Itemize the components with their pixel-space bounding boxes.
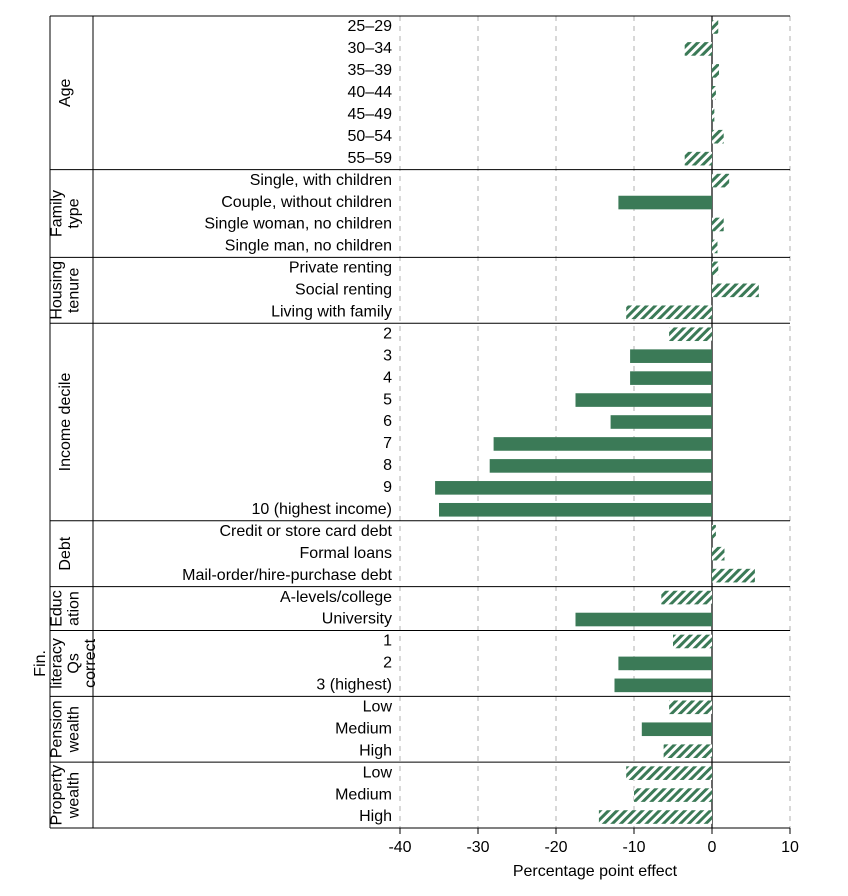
bar (712, 130, 724, 144)
group-label: Pensionwealth (49, 700, 83, 758)
row-label: 10 (highest income) (251, 501, 392, 518)
group-label: Debt (57, 536, 74, 570)
row-label: 50–54 (348, 128, 393, 145)
row-label: Credit or store card debt (219, 523, 392, 540)
bar (712, 284, 759, 298)
group-label: Housingtenure (49, 261, 83, 320)
bar (712, 262, 718, 276)
row-label: 30–34 (348, 40, 393, 57)
bar (685, 42, 712, 56)
bar (669, 327, 712, 341)
row-label: Private renting (289, 260, 392, 277)
bar (712, 547, 724, 561)
row-label: Mail-order/hire-purchase debt (182, 567, 392, 584)
row-label: 9 (383, 479, 392, 496)
bar (599, 810, 712, 824)
bar (630, 371, 712, 385)
bar (673, 635, 712, 649)
bar (712, 108, 714, 122)
row-label: Medium (335, 720, 392, 737)
bar (611, 415, 712, 429)
row-label: Low (363, 699, 393, 716)
bar (634, 788, 712, 802)
row-label: Single woman, no children (204, 216, 392, 233)
row-label: A-levels/college (280, 589, 392, 606)
row-label: Couple, without children (221, 194, 392, 211)
bar (615, 679, 713, 693)
bar (669, 700, 712, 714)
x-axis-label: Percentage point effect (513, 863, 678, 880)
bar (685, 152, 712, 166)
row-label: 3 (383, 347, 392, 364)
bar (490, 459, 712, 473)
x-tick-label: -30 (466, 839, 489, 856)
row-label: 1 (383, 633, 392, 650)
row-label: Formal loans (300, 545, 392, 562)
row-label: 55–59 (348, 150, 393, 167)
bar (626, 766, 712, 780)
row-label: 35–39 (348, 62, 393, 79)
row-label: 4 (383, 369, 392, 386)
row-label: Single man, no children (225, 238, 392, 255)
row-label: 8 (383, 457, 392, 474)
bar (712, 569, 755, 583)
row-label: Low (363, 764, 393, 781)
bar (712, 525, 716, 539)
bar (664, 744, 712, 758)
bar (712, 174, 729, 188)
bar (712, 218, 724, 232)
x-tick-label: -20 (544, 839, 567, 856)
row-label: Medium (335, 786, 392, 803)
row-label: High (359, 808, 392, 825)
row-label: 6 (383, 413, 392, 430)
row-label: 2 (383, 655, 392, 672)
group-label: Propertywealth (49, 765, 83, 825)
bar (712, 86, 716, 100)
bar (712, 240, 717, 254)
bar (439, 503, 712, 517)
bar (630, 349, 712, 363)
bar (618, 196, 712, 210)
row-label: Single, with children (250, 172, 392, 189)
row-label: High (359, 742, 392, 759)
row-label: 45–49 (348, 106, 393, 123)
bar (576, 613, 713, 627)
group-label: Age (57, 78, 74, 107)
x-tick-label: 0 (708, 839, 717, 856)
x-tick-label: 10 (781, 839, 799, 856)
row-label: University (322, 611, 392, 628)
bar-chart: 25–29 30–34 35–39 40–44 45–49 50–54 55–59 Age Si… (0, 0, 848, 896)
row-label: 40–44 (348, 84, 393, 101)
row-label: Living with family (271, 303, 392, 320)
bar (712, 64, 719, 78)
bar (661, 591, 712, 605)
bar (642, 722, 712, 736)
group-label: Education (49, 590, 83, 626)
bar (576, 393, 713, 407)
bar (626, 305, 712, 319)
row-label: 2 (383, 325, 392, 342)
group-label: Income decile (57, 373, 74, 472)
row-label: 25–29 (348, 18, 393, 35)
bar (494, 437, 712, 451)
row-label: 5 (383, 391, 392, 408)
x-tick-label: -40 (388, 839, 411, 856)
row-label: 7 (383, 435, 392, 452)
bar (712, 20, 718, 34)
row-label: Social renting (295, 282, 392, 299)
bar (618, 657, 712, 671)
bar (435, 481, 712, 495)
row-label: 3 (highest) (316, 677, 392, 694)
x-tick-label: -10 (622, 839, 645, 856)
